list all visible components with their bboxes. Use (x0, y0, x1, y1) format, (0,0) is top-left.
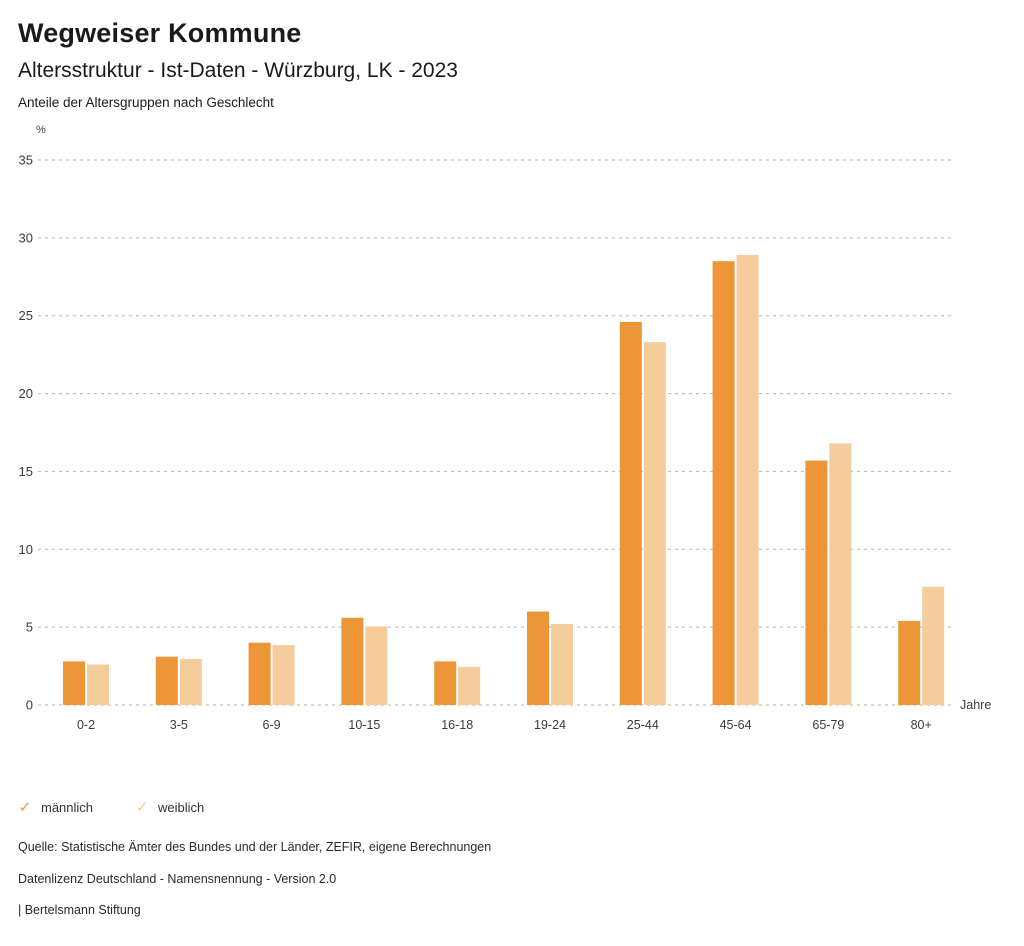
bar[interactable] (712, 261, 735, 706)
bar[interactable] (619, 322, 642, 706)
x-tick-label: 45-64 (720, 718, 752, 730)
bar[interactable] (155, 656, 178, 706)
x-tick-label: 19-24 (534, 718, 566, 730)
bar[interactable] (87, 664, 109, 706)
bar[interactable] (643, 342, 666, 706)
check-icon: ✓ (18, 799, 32, 816)
bar[interactable] (341, 617, 364, 706)
x-tick-label: 65-79 (812, 718, 844, 730)
footer-text-line: Datenlizenz Deutschland - Namensnennung … (18, 871, 337, 886)
bar[interactable] (365, 626, 388, 706)
x-tick-label: 3-5 (170, 718, 188, 730)
x-tick-label: 16-18 (441, 718, 473, 730)
bar[interactable] (272, 645, 295, 706)
bar[interactable] (829, 443, 852, 706)
chart-header: Wegweiser Kommune Altersstruktur - Ist-D… (0, 0, 1024, 110)
y-tick-label: 25 (19, 308, 33, 323)
y-tick-label: 20 (19, 386, 33, 401)
x-axis-title: Jahre (960, 698, 991, 712)
legend-item-weiblich[interactable]: ✓ weiblich (135, 799, 205, 816)
bar[interactable] (805, 460, 828, 706)
bar[interactable] (922, 586, 945, 706)
x-tick-label: 0-2 (77, 718, 95, 730)
y-tick-label: 30 (19, 231, 33, 246)
chart-footer: Quelle: Statistische Ämter des Bundes un… (18, 841, 978, 917)
bar[interactable] (179, 659, 202, 706)
x-tick-label: 10-15 (348, 718, 380, 730)
legend-item-label: männlich (41, 800, 94, 815)
bar[interactable] (898, 621, 921, 706)
bar[interactable] (434, 661, 457, 706)
y-tick-label: 15 (19, 464, 33, 479)
check-icon: ✓ (135, 799, 149, 816)
y-tick-label: 35 (19, 153, 33, 168)
x-tick-label: 25-44 (627, 718, 659, 730)
bar-chart: % 0 5 10 15 20 25 30 35 0-2 3-5 6-9 10-15 16-18 19-24 2… (19, 124, 992, 730)
legend-item-maennlich[interactable]: ✓ männlich (18, 800, 93, 815)
page-title: Wegweiser Kommune (18, 18, 302, 48)
y-tick-label: 10 (19, 542, 33, 557)
bar[interactable] (248, 642, 271, 706)
bar[interactable] (63, 661, 85, 706)
chart-plot-area: % 0 5 10 15 20 25 30 35 0-2 3-5 6-9 10-15 16-18 19-24 2… (0, 110, 1024, 730)
legend-item-label: weiblich (158, 800, 205, 815)
x-tick-label: 6-9 (263, 718, 281, 730)
bar[interactable] (551, 624, 573, 706)
chart-subtitle: Altersstruktur - Ist-Daten - Würzburg, L… (18, 59, 458, 83)
footer-text-line: | Bertelsmann Stiftung (18, 903, 141, 917)
y-tick-label: 5 (26, 620, 33, 635)
y-tick-label: 0 (26, 698, 33, 713)
footer-text-line: Quelle: Statistische Ämter des Bundes un… (18, 840, 492, 854)
bar[interactable] (458, 667, 481, 706)
bar[interactable] (736, 255, 759, 706)
y-axis-unit-label: % (36, 124, 46, 136)
chart-description: Anteile der Altersgruppen nach Geschlech… (18, 95, 274, 111)
bar[interactable] (527, 611, 549, 706)
chart-legend: ✓ männlich ✓ weiblich (18, 799, 205, 816)
x-tick-label: 80+ (911, 718, 932, 730)
